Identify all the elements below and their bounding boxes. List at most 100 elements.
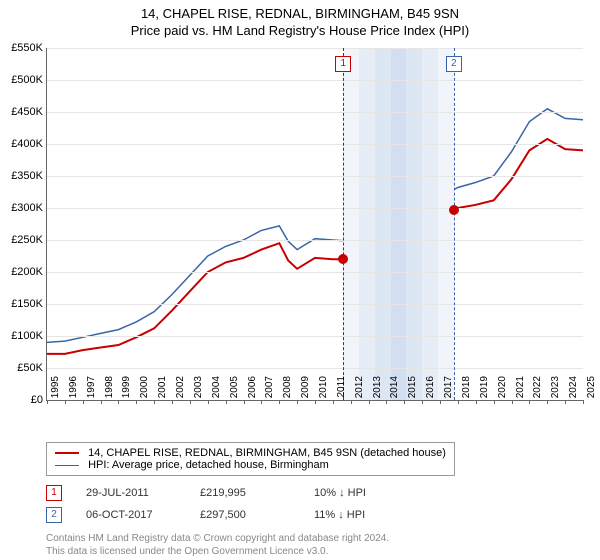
chart-title-line1: 14, CHAPEL RISE, REDNAL, BIRMINGHAM, B45…	[0, 0, 600, 21]
x-axis-label: 2019	[479, 376, 490, 404]
x-tick	[547, 400, 548, 404]
x-tick	[190, 400, 191, 404]
plot-region: £0£50K£100K£150K£200K£250K£300K£350K£400…	[46, 48, 583, 401]
x-axis-label: 2016	[425, 376, 436, 404]
y-axis-label: £0	[0, 394, 43, 406]
x-axis-label: 2021	[515, 376, 526, 404]
y-axis-label: £450K	[0, 106, 43, 118]
x-axis-label: 2004	[211, 376, 222, 404]
y-gridline	[47, 272, 583, 273]
series-line	[47, 139, 583, 354]
x-axis-label: 1995	[50, 376, 61, 404]
y-gridline	[47, 208, 583, 209]
x-tick	[297, 400, 298, 404]
x-axis-label: 1997	[86, 376, 97, 404]
y-gridline	[47, 176, 583, 177]
y-gridline	[47, 112, 583, 113]
x-axis-label: 2011	[336, 376, 347, 404]
sale-vline-2	[454, 48, 455, 400]
y-axis-label: £250K	[0, 234, 43, 246]
sales-delta: 10% ↓ HPI	[314, 487, 404, 499]
x-tick	[458, 400, 459, 404]
y-gridline	[47, 368, 583, 369]
legend-label-2: HPI: Average price, detached house, Birm…	[88, 459, 329, 471]
x-tick	[422, 400, 423, 404]
sale-marker-2: 2	[446, 56, 462, 72]
x-tick	[386, 400, 387, 404]
chart-title-line2: Price paid vs. HM Land Registry's House …	[0, 21, 600, 38]
x-axis-label: 2012	[354, 376, 365, 404]
footer-line1: Contains HM Land Registry data © Crown c…	[46, 532, 582, 545]
x-tick	[583, 400, 584, 404]
footer-text: Contains HM Land Registry data © Crown c…	[46, 532, 582, 558]
x-tick	[529, 400, 530, 404]
x-axis-label: 2015	[407, 376, 418, 404]
x-axis-label: 2006	[247, 376, 258, 404]
sale-vline-1	[343, 48, 344, 400]
x-tick	[47, 400, 48, 404]
x-axis-label: 2008	[282, 376, 293, 404]
x-tick	[315, 400, 316, 404]
shade-segment	[391, 48, 407, 400]
x-tick	[440, 400, 441, 404]
shade-segment	[406, 48, 422, 400]
sales-marker-1: 1	[46, 485, 62, 501]
shade-segment	[422, 48, 438, 400]
x-tick	[172, 400, 173, 404]
y-axis-label: £550K	[0, 42, 43, 54]
sales-marker-2: 2	[46, 507, 62, 523]
y-axis-label: £500K	[0, 74, 43, 86]
line-series-svg	[47, 48, 583, 400]
chart-area: £0£50K£100K£150K£200K£250K£300K£350K£400…	[46, 48, 582, 428]
x-axis-label: 2017	[443, 376, 454, 404]
x-tick	[226, 400, 227, 404]
x-axis-label: 2009	[300, 376, 311, 404]
x-axis-label: 2025	[586, 376, 597, 404]
x-tick	[565, 400, 566, 404]
y-axis-label: £300K	[0, 202, 43, 214]
shade-segment	[359, 48, 375, 400]
x-axis-label: 2002	[175, 376, 186, 404]
y-axis-label: £150K	[0, 298, 43, 310]
sale-marker-1: 1	[335, 56, 351, 72]
x-tick	[136, 400, 137, 404]
sales-delta: 11% ↓ HPI	[314, 509, 404, 521]
x-axis-label: 1998	[104, 376, 115, 404]
x-tick	[279, 400, 280, 404]
sales-table: 129-JUL-2011£219,99510% ↓ HPI206-OCT-201…	[46, 482, 582, 526]
x-axis-label: 2013	[372, 376, 383, 404]
x-tick	[65, 400, 66, 404]
y-gridline	[47, 240, 583, 241]
y-gridline	[47, 336, 583, 337]
x-axis-label: 2007	[264, 376, 275, 404]
y-gridline	[47, 144, 583, 145]
x-tick	[494, 400, 495, 404]
x-axis-label: 2003	[193, 376, 204, 404]
legend-box: 14, CHAPEL RISE, REDNAL, BIRMINGHAM, B45…	[46, 442, 455, 476]
footer-line2: This data is licensed under the Open Gov…	[46, 545, 582, 558]
x-tick	[351, 400, 352, 404]
chart-container: 14, CHAPEL RISE, REDNAL, BIRMINGHAM, B45…	[0, 0, 600, 560]
y-axis-label: £100K	[0, 330, 43, 342]
shade-segment	[375, 48, 391, 400]
x-tick	[83, 400, 84, 404]
y-axis-label: £200K	[0, 266, 43, 278]
y-gridline	[47, 48, 583, 49]
x-tick	[261, 400, 262, 404]
legend-swatch-1	[55, 452, 79, 454]
x-tick	[118, 400, 119, 404]
x-axis-label: 2022	[532, 376, 543, 404]
x-axis-label: 1996	[68, 376, 79, 404]
x-tick	[244, 400, 245, 404]
sales-date: 06-OCT-2017	[86, 509, 176, 521]
sale-dot	[449, 205, 459, 215]
sales-row-2: 206-OCT-2017£297,50011% ↓ HPI	[46, 504, 582, 526]
legend-label-1: 14, CHAPEL RISE, REDNAL, BIRMINGHAM, B45…	[88, 447, 446, 459]
legend-row-2: HPI: Average price, detached house, Birm…	[55, 459, 446, 471]
x-axis-label: 2005	[229, 376, 240, 404]
y-axis-label: £350K	[0, 170, 43, 182]
x-tick	[333, 400, 334, 404]
x-axis-label: 2024	[568, 376, 579, 404]
x-tick	[512, 400, 513, 404]
shade-segment	[343, 48, 359, 400]
